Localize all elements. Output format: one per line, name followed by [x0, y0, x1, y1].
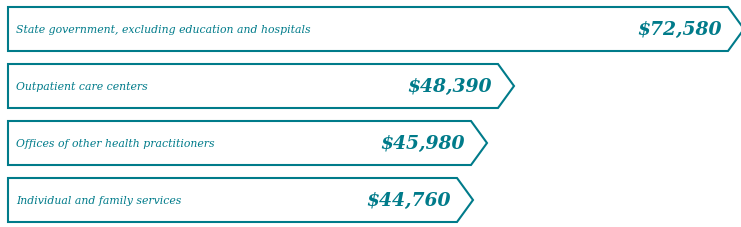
Polygon shape [8, 121, 487, 165]
Text: Outpatient care centers: Outpatient care centers [16, 82, 147, 92]
Polygon shape [8, 178, 473, 222]
Polygon shape [8, 65, 514, 109]
Text: Individual and family services: Individual and family services [16, 195, 182, 205]
Text: $45,980: $45,980 [380, 134, 465, 152]
Text: State government, excluding education and hospitals: State government, excluding education an… [16, 25, 310, 35]
Text: $72,580: $72,580 [637, 21, 722, 39]
Text: Offices of other health practitioners: Offices of other health practitioners [16, 138, 215, 148]
Text: $48,390: $48,390 [408, 78, 492, 96]
Text: $44,760: $44,760 [367, 191, 451, 209]
Polygon shape [8, 8, 741, 52]
